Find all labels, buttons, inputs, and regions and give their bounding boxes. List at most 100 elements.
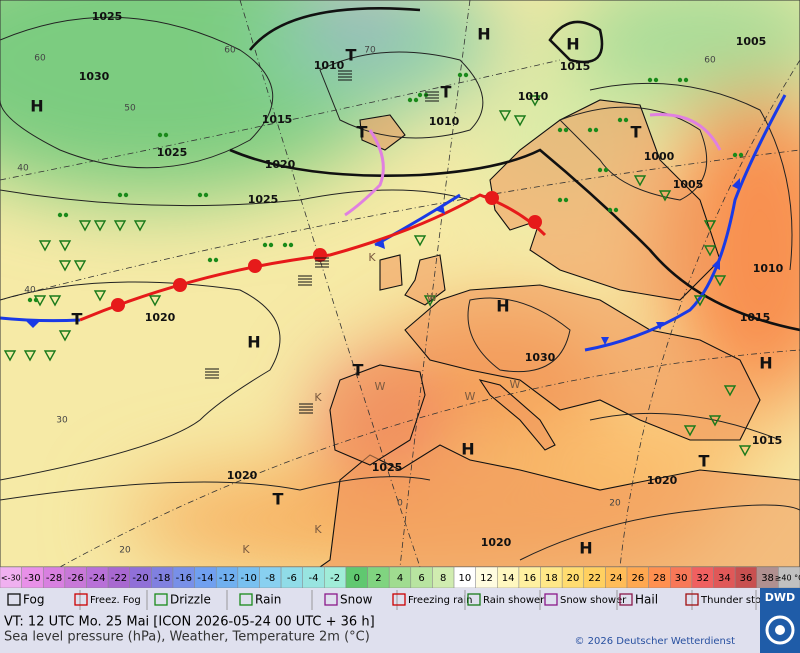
scale-label: -10 <box>240 573 256 584</box>
rain-shower-symbol <box>708 415 722 427</box>
scale-label: 6 <box>418 573 424 584</box>
rain-shower-symbol <box>683 425 697 437</box>
legend-icon <box>154 593 168 606</box>
rain-dot <box>732 152 738 158</box>
rain-dot <box>262 242 268 248</box>
legend-label: Fog <box>23 593 44 607</box>
scale-label: -14 <box>197 573 213 584</box>
rain-shower-symbol <box>723 385 737 397</box>
rain-shower-symbol <box>713 275 727 287</box>
scale-label: -28 <box>46 573 62 584</box>
rain-dot <box>282 242 288 248</box>
scale-label: 0 <box>354 573 360 584</box>
scale-label: 22 <box>588 573 601 584</box>
rain-shower-symbol <box>633 175 647 187</box>
rain-dot <box>413 97 419 103</box>
legend-label: Snow <box>340 593 373 607</box>
copyright: © 2026 Deutscher Wetterdienst <box>574 636 735 647</box>
scale-label: -2 <box>330 573 340 584</box>
description: Sea level pressure (hPa), Weather, Tempe… <box>4 630 370 645</box>
logo-text: DWD <box>765 591 795 604</box>
rain-dot <box>653 77 659 83</box>
footer-bg <box>0 612 760 653</box>
logo-icon-core <box>775 625 785 635</box>
rain-shower-symbol <box>73 260 87 272</box>
pressure-center: H <box>759 354 772 373</box>
rain-dot <box>623 117 629 123</box>
scale-label: 30 <box>675 573 688 584</box>
pressure-label: 1005 <box>736 35 767 48</box>
grid-label: 60 <box>224 46 236 56</box>
pressure-label: 1025 <box>157 146 188 159</box>
rain-dot <box>563 127 569 133</box>
scale-label: -8 <box>265 573 275 584</box>
legend-label: Freezing rain <box>408 595 472 606</box>
scale-label: -26 <box>68 573 84 584</box>
pressure-label: 1025 <box>372 461 403 474</box>
rain-dot <box>117 192 123 198</box>
scale-label: 4 <box>397 573 403 584</box>
pressure-center: H <box>247 333 260 352</box>
pressure-label: 1015 <box>262 113 293 126</box>
pressure-label: 1010 <box>429 115 460 128</box>
rain-dot <box>213 257 219 263</box>
rain-shower-symbol <box>498 110 512 122</box>
legend-icon <box>685 593 699 606</box>
pressure-label: 1030 <box>525 351 556 364</box>
rain-dot <box>593 127 599 133</box>
grid-label: 20 <box>119 546 131 556</box>
pressure-label: 1025 <box>92 10 123 23</box>
scale-label: 12 <box>480 573 493 584</box>
rain-shower-symbol <box>528 95 542 107</box>
legend-label: Rain shower <box>483 595 545 606</box>
legend-label: Rain <box>255 593 281 607</box>
rain-dot <box>613 207 619 213</box>
scale-label: 26 <box>631 573 644 584</box>
legend-icon <box>324 593 338 606</box>
scale-label: -6 <box>287 573 297 584</box>
pressure-label: 1015 <box>740 311 771 324</box>
region-mark: K <box>242 543 250 556</box>
pressure-center: T <box>273 490 284 509</box>
scale-label: 32 <box>696 573 709 584</box>
rain-dot <box>33 297 39 303</box>
region-mark: W <box>465 390 476 403</box>
legend-label: Drizzle <box>170 593 211 607</box>
grid-label: 0 <box>397 499 403 509</box>
rain-dot <box>27 297 33 303</box>
region-mark: W <box>510 378 521 391</box>
rain-dot <box>647 77 653 83</box>
scale-label: -24 <box>89 573 105 584</box>
pressure-center: H <box>461 440 474 459</box>
rain-shower-symbol <box>43 350 57 362</box>
rain-dot <box>603 167 609 173</box>
scale-label: -30 <box>24 573 40 584</box>
scale-label: -22 <box>111 573 127 584</box>
scale-label: -4 <box>309 573 319 584</box>
rain-dot <box>207 257 213 263</box>
rain-dot <box>123 192 129 198</box>
rain-shower-symbol <box>93 220 107 232</box>
pressure-center: H <box>30 97 43 116</box>
pressure-label: 1000 <box>644 150 675 163</box>
scale-label: 38 <box>761 573 774 584</box>
pressure-label: 1010 <box>518 90 549 103</box>
grid-label: 50 <box>124 104 136 114</box>
rain-dot <box>563 197 569 203</box>
weather-symbols <box>3 70 752 457</box>
rain-shower-symbol <box>133 220 147 232</box>
rain-dot <box>677 77 683 83</box>
scale-label: 34 <box>718 573 731 584</box>
rain-shower-symbol <box>513 115 527 127</box>
pressure-center: T <box>353 361 364 380</box>
rain-shower-symbol <box>93 290 107 302</box>
rain-shower-symbol <box>38 240 52 252</box>
rain-shower-symbol <box>703 220 717 232</box>
pressure-center: T <box>346 46 357 65</box>
legend-label: Hail <box>635 593 658 607</box>
valid-time: VT: 12 UTC Mo. 25 Mai [ICON 2026-05-24 0… <box>4 615 375 630</box>
scale-label: 16 <box>523 573 536 584</box>
rain-dot <box>288 242 294 248</box>
rain-dot <box>417 92 423 98</box>
